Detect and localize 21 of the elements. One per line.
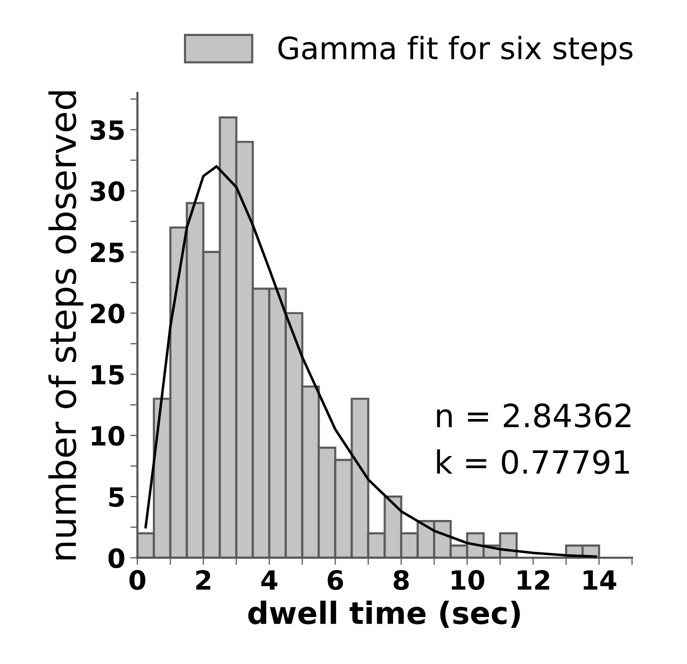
- y-tick-label: 0: [108, 548, 124, 568]
- y-axis-title: number of steps observed: [48, 91, 84, 560]
- legend-label: Gamma fit for six steps: [278, 36, 632, 66]
- annotation: k = 0.77791: [437, 449, 629, 474]
- x-tick-label: 12: [518, 570, 550, 590]
- y-tick-label: 10: [92, 426, 124, 446]
- y-tick-label: 20: [90, 304, 124, 324]
- x-tick-label: 6: [328, 570, 344, 590]
- x-tick-label: 0: [129, 570, 146, 590]
- y-tick-label: 15: [92, 365, 124, 385]
- y-tick-label: 5: [109, 487, 124, 508]
- y-tick-label: 35: [90, 120, 124, 140]
- x-tick-label: 8: [394, 570, 409, 590]
- y-tick-label: 30: [90, 181, 124, 202]
- x-tick-label: 10: [452, 570, 484, 590]
- x-tick-label: 2: [196, 570, 210, 590]
- x-tick-label: 14: [584, 570, 616, 590]
- y-tick-label: 25: [90, 242, 124, 262]
- annotation: n = 2.84362: [437, 403, 630, 428]
- x-tick-label: 4: [261, 570, 278, 590]
- x-axis-title: dwell time (sec): [248, 600, 520, 628]
